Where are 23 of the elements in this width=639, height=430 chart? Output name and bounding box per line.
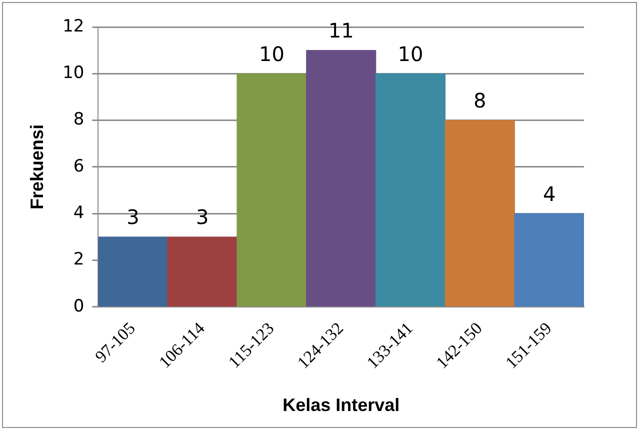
bar <box>236 73 307 306</box>
y-tick-label: 0 <box>73 296 84 316</box>
y-tick-label: 12 <box>62 16 84 36</box>
y-tick-label: 6 <box>73 156 84 176</box>
y-tick-label: 10 <box>62 63 84 84</box>
y-tick-label: 4 <box>73 203 84 224</box>
bar <box>306 50 376 306</box>
data-label: 10 <box>398 42 424 66</box>
bar <box>514 213 584 306</box>
data-label: 3 <box>196 205 209 230</box>
data-label: 10 <box>258 42 284 66</box>
x-axis-title: Kelas Interval <box>282 395 400 416</box>
bar <box>98 236 168 306</box>
bar <box>375 73 446 306</box>
data-label: 4 <box>542 182 556 206</box>
y-tick-label: 8 <box>73 110 84 130</box>
data-label: 11 <box>328 18 354 43</box>
bar <box>444 120 515 306</box>
y-axis-title: Frekuensi <box>26 124 47 210</box>
y-tick-label: 2 <box>73 250 84 270</box>
data-label: 3 <box>126 205 140 230</box>
bar <box>167 236 238 306</box>
data-label: 8 <box>474 88 486 113</box>
